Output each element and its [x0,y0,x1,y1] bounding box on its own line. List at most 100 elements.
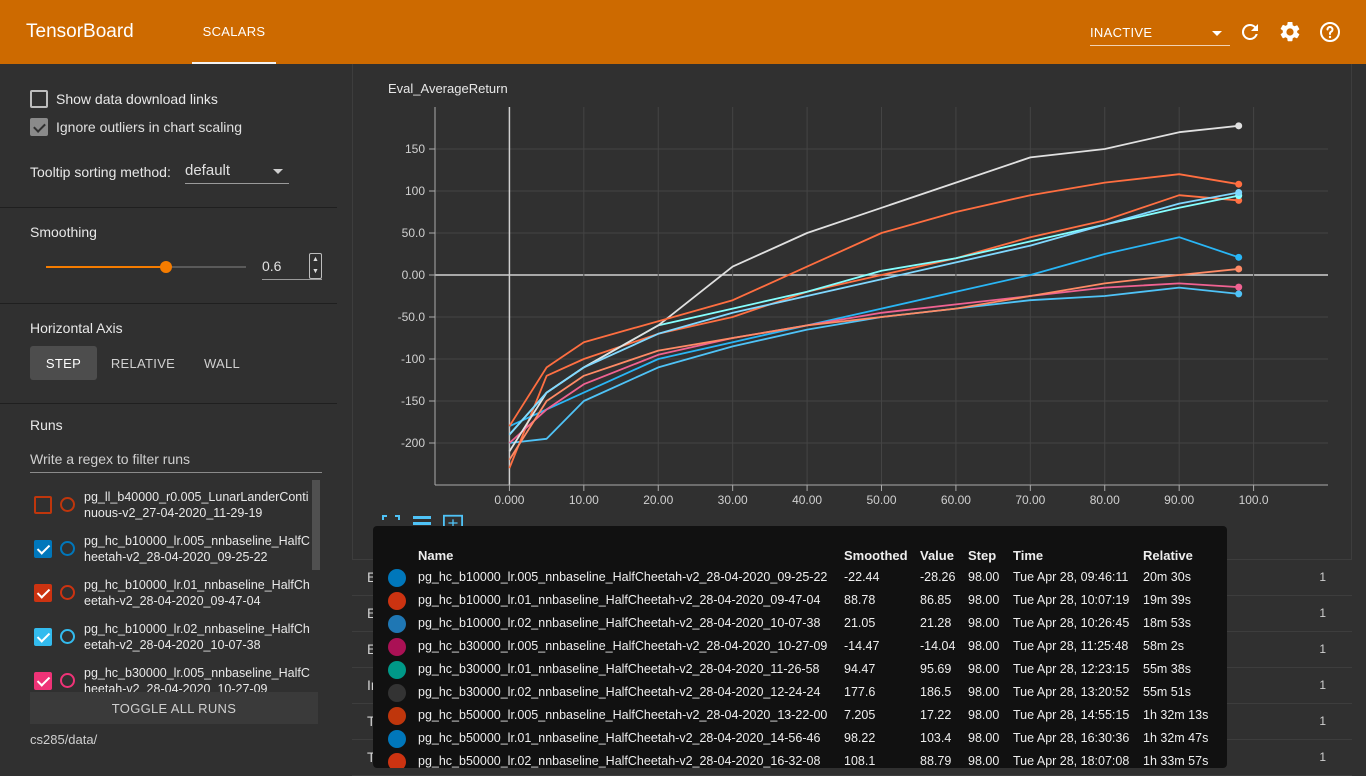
spinner-icon[interactable]: ▲ ▼ [309,253,322,279]
run-color-dot [388,661,406,679]
smoothing-slider-handle[interactable] [160,261,172,273]
tooltip-cell-value: 17.22 [920,708,952,722]
series-endpoint-5 [1235,122,1243,130]
smoothing-value: 0.6 [262,258,282,274]
run-name: pg_hc_b10000_lr.02_nnbaseline_HalfCheeta… [84,622,310,652]
refresh-icon[interactable] [1238,20,1262,44]
ignore-outliers-checkbox[interactable]: Ignore outliers in chart scaling [30,117,242,137]
run-item[interactable]: pg_ll_b40000_r0.005_LunarLanderContinuou… [0,484,322,528]
tooltip-cell-name: pg_hc_b30000_lr.005_nnbaseline_HalfCheet… [418,639,828,653]
checkbox-box[interactable] [30,118,48,136]
tag-group-count: 1 [1319,606,1326,620]
tooltip-row: pg_hc_b10000_lr.01_nnbaseline_HalfCheeta… [373,590,1227,613]
tooltip-row: pg_hc_b10000_lr.005_nnbaseline_HalfCheet… [373,567,1227,590]
tooltip-cell-value: -28.26 [920,570,956,584]
tooltip-cell-time: Tue Apr 28, 09:46:11 [1013,570,1129,584]
tooltip-cell-relative: 1h 32m 47s [1143,731,1209,745]
tooltip-cell-smoothed: 21.05 [844,616,876,630]
run-item[interactable]: pg_hc_b10000_lr.01_nnbaseline_HalfCheeta… [0,572,322,616]
run-checkbox[interactable] [34,496,52,514]
series-line-3 [508,282,1239,444]
help-icon[interactable] [1318,20,1342,44]
run-color-radio[interactable] [60,497,75,512]
tooltip-cell-smoothed: -14.47 [844,639,880,653]
tooltip-cell-smoothed: 177.6 [844,685,876,699]
series-endpoint-2 [1235,253,1243,261]
smoothing-slider-fill [46,266,166,268]
fullscreen-icon[interactable] [381,514,401,532]
run-item[interactable]: pg_hc_b30000_lr.005_nnbaseline_HalfCheet… [0,660,322,692]
checkbox-box[interactable] [30,90,48,108]
run-name: pg_ll_b40000_r0.005_LunarLanderContinuou… [84,490,309,520]
runs-scrollbar[interactable] [312,480,320,570]
axis-step-button[interactable]: STEP [30,346,97,380]
run-color-radio[interactable] [60,585,75,600]
run-color-dot [388,615,406,633]
axis-relative-button[interactable]: RELATIVE [110,355,176,371]
run-checkbox[interactable] [34,584,52,602]
y-tick-label: 100 [405,184,425,198]
tooltip-cell-step: 98.00 [968,593,1000,607]
tooltip-cell-time: Tue Apr 28, 13:20:52 [1013,685,1130,699]
series-endpoint-8 [1235,180,1243,188]
tooltip-cell-time: Tue Apr 28, 14:55:15 [1013,708,1130,722]
tooltip-cell-smoothed: -22.44 [844,570,880,584]
tooltip-cell-step: 98.00 [968,662,1000,676]
tab-scalars[interactable]: SCALARS [192,0,276,64]
run-color-dot [388,707,406,725]
tooltip-cell-name: pg_hc_b10000_lr.01_nnbaseline_HalfCheeta… [418,593,821,607]
x-tick-label: 20.00 [643,493,673,504]
axis-wall-button[interactable]: WALL [203,355,241,371]
tooltip-cell-smoothed: 94.47 [844,662,876,676]
tooltip-cell-value: 95.69 [920,662,952,676]
brand-title: TensorBoard [26,21,134,42]
horizontal-axis-section [0,304,337,404]
tooltip-sorting-dropdown[interactable]: default [185,160,289,184]
tag-group-count: 1 [1319,642,1326,656]
tooltip-cell-time: Tue Apr 28, 11:25:48 [1013,639,1129,653]
series-line-5 [508,124,1239,452]
x-tick-label: 60.00 [941,493,971,504]
tooltip-cell-time: Tue Apr 28, 18:07:08 [1013,754,1130,768]
run-item[interactable]: pg_hc_b10000_lr.02_nnbaseline_HalfCheeta… [0,616,322,660]
y-tick-label: 50.0 [402,226,426,240]
runs-filter-input[interactable]: Write a regex to filter runs [30,445,322,473]
tooltip-cell-step: 98.00 [968,570,1000,584]
tooltip-header-value: Value [920,548,954,563]
line-chart[interactable]: 150 100 50.0 0.00 -50.0 -100 -150 -200 0.000 10.0… [353,64,1353,504]
y-tick-label: 0.00 [402,268,426,282]
tooltip-cell-relative: 20m 30s [1143,570,1191,584]
tooltip-row: pg_hc_b30000_lr.005_nnbaseline_HalfCheet… [373,636,1227,659]
tooltip-cell-name: pg_hc_b30000_lr.02_nnbaseline_HalfCheeta… [418,685,821,699]
series-line-2 [509,236,1239,428]
smoothing-input[interactable]: 0.6 ▲ ▼ [262,252,322,280]
series-line-7 [508,191,1239,436]
run-color-radio[interactable] [60,541,75,556]
chart-card: Eval_AverageReturn 150 100 50.0 0.00 -50.0 -1… [352,64,1352,560]
series-line-1 [508,194,1239,469]
run-name: pg_hc_b10000_lr.005_nnbaseline_HalfCheet… [84,534,310,564]
run-color-radio[interactable] [60,673,75,688]
tooltip-cell-value: 86.85 [920,593,952,607]
runs-label: Runs [30,417,63,433]
tooltip-cell-smoothed: 88.78 [844,593,876,607]
tooltip-cell-name: pg_hc_b30000_lr.01_nnbaseline_HalfCheeta… [418,662,820,676]
tooltip-header-step: Step [968,548,997,563]
tooltip-header-time: Time [1013,548,1044,563]
settings-icon[interactable] [1278,20,1302,44]
run-checkbox[interactable] [34,628,52,646]
run-item[interactable]: pg_hc_b10000_lr.005_nnbaseline_HalfCheet… [0,528,322,572]
run-checkbox[interactable] [34,672,52,690]
run-color-radio[interactable] [60,629,75,644]
run-checkbox[interactable] [34,540,52,558]
run-color-dot [388,753,406,768]
smoothing-slider[interactable] [46,261,246,273]
toggle-all-runs-button[interactable]: TOGGLE ALL RUNS [30,692,318,724]
show-download-links-checkbox[interactable]: Show data download links [30,89,218,109]
chevron-down-icon [273,169,283,174]
tooltip-cell-relative: 19m 39s [1143,593,1191,607]
run-color-dot [388,592,406,610]
run-status-select[interactable]: INACTIVE [1090,20,1230,46]
x-tick-label: 50.00 [866,493,896,504]
tooltip-cell-step: 98.00 [968,708,1000,722]
